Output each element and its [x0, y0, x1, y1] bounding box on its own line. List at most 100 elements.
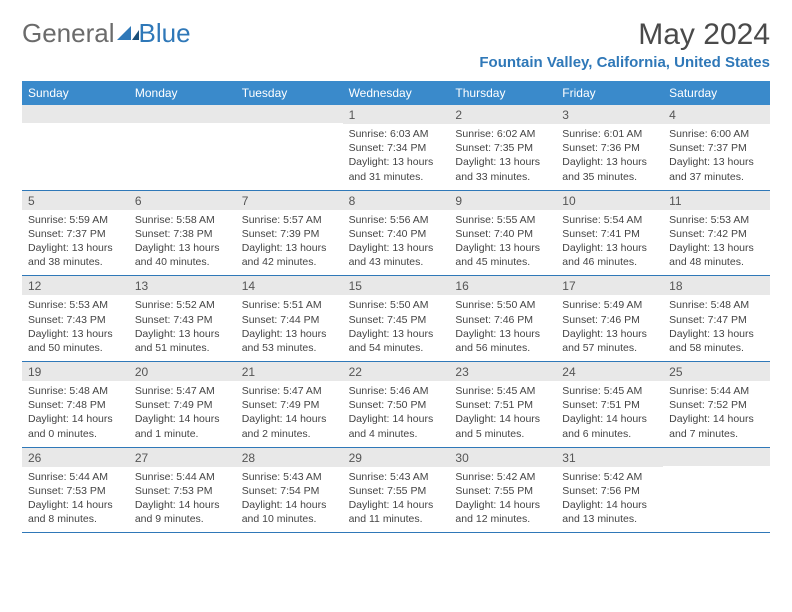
day-cell: 28Sunrise: 5:43 AMSunset: 7:54 PMDayligh…	[236, 448, 343, 533]
day-details: Sunrise: 5:48 AMSunset: 7:48 PMDaylight:…	[22, 381, 129, 447]
day-number: 14	[236, 276, 343, 295]
sunrise-text: Sunrise: 5:45 AM	[455, 384, 550, 398]
sunset-text: Sunset: 7:35 PM	[455, 141, 550, 155]
day-details: Sunrise: 5:55 AMSunset: 7:40 PMDaylight:…	[449, 210, 556, 276]
sunset-text: Sunset: 7:42 PM	[669, 227, 764, 241]
day-details: Sunrise: 6:01 AMSunset: 7:36 PMDaylight:…	[556, 124, 663, 190]
sunset-text: Sunset: 7:44 PM	[242, 313, 337, 327]
sunset-text: Sunset: 7:46 PM	[455, 313, 550, 327]
daylight-text: Daylight: 14 hours and 12 minutes.	[455, 498, 550, 526]
day-cell: 7Sunrise: 5:57 AMSunset: 7:39 PMDaylight…	[236, 191, 343, 276]
daylight-text: Daylight: 13 hours and 58 minutes.	[669, 327, 764, 355]
sunset-text: Sunset: 7:46 PM	[562, 313, 657, 327]
day-cell: 5Sunrise: 5:59 AMSunset: 7:37 PMDaylight…	[22, 191, 129, 276]
day-header: Tuesday	[236, 81, 343, 105]
day-cell: 4Sunrise: 6:00 AMSunset: 7:37 PMDaylight…	[663, 105, 770, 190]
sunset-text: Sunset: 7:50 PM	[349, 398, 444, 412]
day-header: Monday	[129, 81, 236, 105]
daylight-text: Daylight: 13 hours and 43 minutes.	[349, 241, 444, 269]
day-details: Sunrise: 5:42 AMSunset: 7:55 PMDaylight:…	[449, 467, 556, 533]
sunrise-text: Sunrise: 6:03 AM	[349, 127, 444, 141]
day-number: 28	[236, 448, 343, 467]
sunrise-text: Sunrise: 5:44 AM	[28, 470, 123, 484]
sunrise-text: Sunrise: 5:51 AM	[242, 298, 337, 312]
day-cell: 13Sunrise: 5:52 AMSunset: 7:43 PMDayligh…	[129, 276, 236, 361]
day-details: Sunrise: 5:44 AMSunset: 7:53 PMDaylight:…	[129, 467, 236, 533]
day-cell: 22Sunrise: 5:46 AMSunset: 7:50 PMDayligh…	[343, 362, 450, 447]
week-row: 19Sunrise: 5:48 AMSunset: 7:48 PMDayligh…	[22, 362, 770, 448]
day-cell: 20Sunrise: 5:47 AMSunset: 7:49 PMDayligh…	[129, 362, 236, 447]
day-number: 30	[449, 448, 556, 467]
day-details: Sunrise: 5:57 AMSunset: 7:39 PMDaylight:…	[236, 210, 343, 276]
day-cell: 21Sunrise: 5:47 AMSunset: 7:49 PMDayligh…	[236, 362, 343, 447]
sunrise-text: Sunrise: 5:43 AM	[349, 470, 444, 484]
sunrise-text: Sunrise: 5:48 AM	[28, 384, 123, 398]
logo: General Blue	[22, 18, 191, 49]
day-number: 26	[22, 448, 129, 467]
day-number: 5	[22, 191, 129, 210]
daylight-text: Daylight: 13 hours and 51 minutes.	[135, 327, 230, 355]
day-details: Sunrise: 6:00 AMSunset: 7:37 PMDaylight:…	[663, 124, 770, 190]
day-cell: 23Sunrise: 5:45 AMSunset: 7:51 PMDayligh…	[449, 362, 556, 447]
sunset-text: Sunset: 7:53 PM	[28, 484, 123, 498]
sunrise-text: Sunrise: 6:02 AM	[455, 127, 550, 141]
sunrise-text: Sunrise: 5:59 AM	[28, 213, 123, 227]
day-cell: 12Sunrise: 5:53 AMSunset: 7:43 PMDayligh…	[22, 276, 129, 361]
day-cell: 26Sunrise: 5:44 AMSunset: 7:53 PMDayligh…	[22, 448, 129, 533]
day-header: Thursday	[449, 81, 556, 105]
day-cell: 14Sunrise: 5:51 AMSunset: 7:44 PMDayligh…	[236, 276, 343, 361]
day-details: Sunrise: 5:51 AMSunset: 7:44 PMDaylight:…	[236, 295, 343, 361]
daylight-text: Daylight: 13 hours and 48 minutes.	[669, 241, 764, 269]
location-text: Fountain Valley, California, United Stat…	[479, 54, 770, 71]
sunset-text: Sunset: 7:47 PM	[669, 313, 764, 327]
day-cell: 3Sunrise: 6:01 AMSunset: 7:36 PMDaylight…	[556, 105, 663, 190]
day-cell	[663, 448, 770, 533]
sunrise-text: Sunrise: 6:00 AM	[669, 127, 764, 141]
daylight-text: Daylight: 13 hours and 40 minutes.	[135, 241, 230, 269]
day-cell: 6Sunrise: 5:58 AMSunset: 7:38 PMDaylight…	[129, 191, 236, 276]
logo-sail-icon	[117, 26, 139, 40]
sunset-text: Sunset: 7:34 PM	[349, 141, 444, 155]
day-cell: 1Sunrise: 6:03 AMSunset: 7:34 PMDaylight…	[343, 105, 450, 190]
day-details: Sunrise: 5:53 AMSunset: 7:43 PMDaylight:…	[22, 295, 129, 361]
day-details: Sunrise: 6:03 AMSunset: 7:34 PMDaylight:…	[343, 124, 450, 190]
sunset-text: Sunset: 7:48 PM	[28, 398, 123, 412]
sunrise-text: Sunrise: 5:56 AM	[349, 213, 444, 227]
sunset-text: Sunset: 7:43 PM	[28, 313, 123, 327]
day-details: Sunrise: 5:44 AMSunset: 7:52 PMDaylight:…	[663, 381, 770, 447]
day-details: Sunrise: 5:48 AMSunset: 7:47 PMDaylight:…	[663, 295, 770, 361]
sunset-text: Sunset: 7:55 PM	[455, 484, 550, 498]
sunrise-text: Sunrise: 5:49 AM	[562, 298, 657, 312]
day-header: Sunday	[22, 81, 129, 105]
daylight-text: Daylight: 13 hours and 50 minutes.	[28, 327, 123, 355]
sunset-text: Sunset: 7:45 PM	[349, 313, 444, 327]
day-number: 12	[22, 276, 129, 295]
sunrise-text: Sunrise: 5:52 AM	[135, 298, 230, 312]
day-number: 19	[22, 362, 129, 381]
daylight-text: Daylight: 14 hours and 11 minutes.	[349, 498, 444, 526]
day-cell: 24Sunrise: 5:45 AMSunset: 7:51 PMDayligh…	[556, 362, 663, 447]
day-cell: 31Sunrise: 5:42 AMSunset: 7:56 PMDayligh…	[556, 448, 663, 533]
day-number	[663, 448, 770, 466]
day-details: Sunrise: 5:53 AMSunset: 7:42 PMDaylight:…	[663, 210, 770, 276]
sunrise-text: Sunrise: 5:42 AM	[455, 470, 550, 484]
day-details: Sunrise: 5:58 AMSunset: 7:38 PMDaylight:…	[129, 210, 236, 276]
day-number: 7	[236, 191, 343, 210]
daylight-text: Daylight: 13 hours and 38 minutes.	[28, 241, 123, 269]
sunrise-text: Sunrise: 5:45 AM	[562, 384, 657, 398]
logo-text-part2: Blue	[139, 18, 191, 49]
daylight-text: Daylight: 13 hours and 45 minutes.	[455, 241, 550, 269]
day-number: 23	[449, 362, 556, 381]
day-number: 25	[663, 362, 770, 381]
sunrise-text: Sunrise: 5:46 AM	[349, 384, 444, 398]
sunset-text: Sunset: 7:49 PM	[135, 398, 230, 412]
sunrise-text: Sunrise: 5:42 AM	[562, 470, 657, 484]
day-number: 20	[129, 362, 236, 381]
title-block: May 2024 Fountain Valley, California, Un…	[479, 18, 770, 71]
day-cell	[236, 105, 343, 190]
day-number: 16	[449, 276, 556, 295]
day-cell: 25Sunrise: 5:44 AMSunset: 7:52 PMDayligh…	[663, 362, 770, 447]
daylight-text: Daylight: 14 hours and 5 minutes.	[455, 412, 550, 440]
day-header: Friday	[556, 81, 663, 105]
week-row: 26Sunrise: 5:44 AMSunset: 7:53 PMDayligh…	[22, 448, 770, 534]
